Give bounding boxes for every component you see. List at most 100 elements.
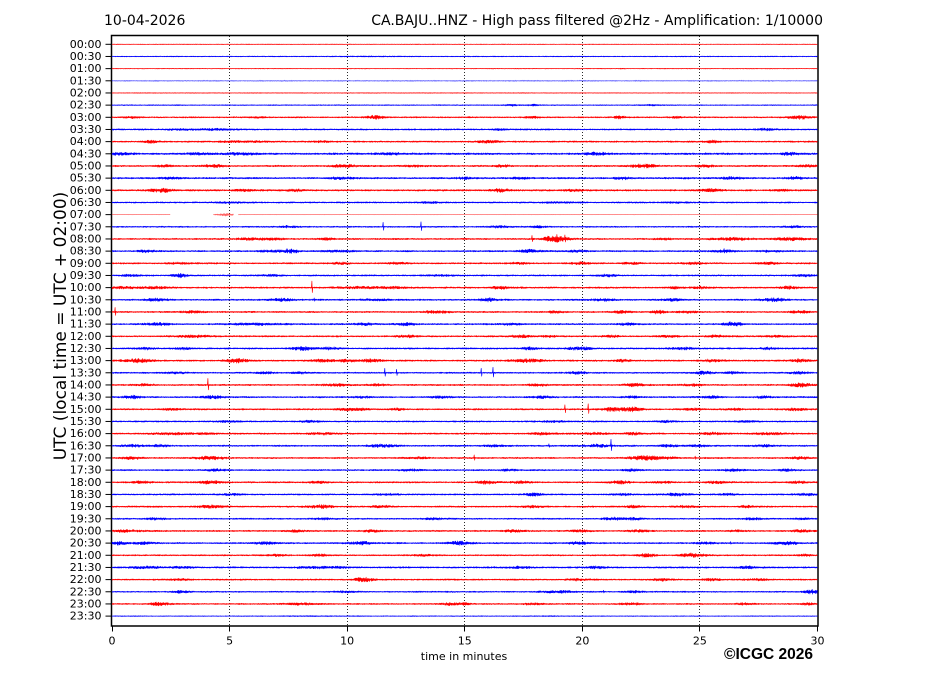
trace-19:00 <box>111 504 818 509</box>
y-tick-label: 10:00 <box>70 281 102 294</box>
y-tick-label: 20:30 <box>70 537 102 550</box>
x-tick-label: 5 <box>226 634 233 647</box>
y-tick-label: 15:30 <box>70 415 102 428</box>
trace-14:00 <box>111 378 818 391</box>
y-tick-label: 01:30 <box>70 74 102 87</box>
trace-17:30 <box>111 468 818 472</box>
trace-10:00 <box>111 280 818 293</box>
trace-02:30 <box>111 103 818 107</box>
y-tick-label: 16:30 <box>70 439 102 452</box>
x-axis-title: time in minutes <box>420 650 508 663</box>
trace-07:30 <box>111 221 818 231</box>
y-tick-label: 16:00 <box>70 427 102 440</box>
y-tick-label: 12:00 <box>70 330 102 343</box>
trace-13:30 <box>111 366 818 378</box>
y-tick-label: 03:00 <box>70 111 102 124</box>
x-tick-label: 15 <box>458 634 472 647</box>
y-tick-label: 11:30 <box>70 318 102 331</box>
x-tick-label: 10 <box>340 634 354 647</box>
y-tick-label: 20:00 <box>70 525 102 538</box>
y-tick-label: 00:30 <box>70 50 102 63</box>
y-tick-label: 02:30 <box>70 99 102 112</box>
x-tick-label: 20 <box>575 634 589 647</box>
y-tick-label: 17:00 <box>70 452 102 465</box>
trace-11:30 <box>111 321 818 327</box>
y-tick-label: 02:00 <box>70 87 102 100</box>
trace-23:30 <box>111 615 818 617</box>
copyright-label: ©ICGC 2026 <box>724 646 813 663</box>
y-tick-label: 22:00 <box>70 573 102 586</box>
y-tick-label: 05:30 <box>70 172 102 185</box>
y-tick-label: 13:00 <box>70 354 102 367</box>
y-tick-label: 08:00 <box>70 233 102 246</box>
date-title: 10-04-2026 <box>104 13 186 29</box>
y-tick-label: 07:30 <box>70 220 102 233</box>
y-tick-label: 01:00 <box>70 62 102 75</box>
trace-21:00 <box>111 552 818 558</box>
trace-15:00 <box>111 403 818 414</box>
trace-16:30 <box>111 438 818 451</box>
trace-22:30 <box>111 589 818 595</box>
trace-05:00 <box>111 163 818 169</box>
trace-14:30 <box>111 394 818 400</box>
y-axis-title: UTC (local time = UTC + 02:00) <box>51 191 71 461</box>
y-tick-label: 14:00 <box>70 379 102 392</box>
trace-23:00 <box>111 601 818 607</box>
trace-00:30 <box>111 55 818 58</box>
trace-18:30 <box>111 492 818 497</box>
trace-08:00 <box>111 234 818 243</box>
trace-07:00 <box>213 213 234 217</box>
trace-08:30 <box>111 248 818 254</box>
y-tick-label: 07:00 <box>70 208 102 221</box>
trace-09:00 <box>111 261 818 266</box>
trace-04:30 <box>111 151 818 157</box>
y-tick-label: 18:00 <box>70 476 102 489</box>
y-tick-label: 10:30 <box>70 293 102 306</box>
y-tick-label: 09:30 <box>70 269 102 282</box>
trace-01:30 <box>111 79 818 82</box>
y-tick-label: 15:00 <box>70 403 102 416</box>
trace-15:30 <box>111 419 818 424</box>
trace-21:30 <box>111 565 818 570</box>
trace-00:00 <box>111 43 818 45</box>
y-tick-label: 14:30 <box>70 391 102 404</box>
trace-17:00 <box>111 454 818 461</box>
y-tick-label: 23:30 <box>70 610 102 623</box>
trace-20:30 <box>111 540 818 546</box>
y-tick-label: 21:00 <box>70 549 102 562</box>
trace-11:00 <box>111 307 818 316</box>
trace-20:00 <box>111 528 818 533</box>
trace-22:00 <box>111 576 818 583</box>
trace-06:30 <box>111 200 818 205</box>
y-tick-label: 03:30 <box>70 123 102 136</box>
x-tick-label: 0 <box>109 634 116 647</box>
trace-12:00 <box>111 334 818 339</box>
y-tick-label: 06:30 <box>70 196 102 209</box>
trace-01:00 <box>111 67 818 70</box>
trace-09:30 <box>111 272 818 279</box>
main-title: CA.BAJU..HNZ - High pass filtered @2Hz -… <box>371 13 823 29</box>
y-tick-label: 00:00 <box>70 38 102 51</box>
y-tick-label: 18:30 <box>70 488 102 501</box>
trace-19:30 <box>111 516 818 521</box>
y-tick-label: 19:00 <box>70 500 102 513</box>
plot-frame <box>110 34 819 627</box>
trace-03:30 <box>111 127 818 132</box>
y-tick-label: 09:00 <box>70 257 102 270</box>
y-tick-label: 13:30 <box>70 366 102 379</box>
trace-06:00 <box>111 187 818 193</box>
trace-13:00 <box>111 357 818 364</box>
x-tick-label: 25 <box>693 634 707 647</box>
y-tick-label: 04:30 <box>70 147 102 160</box>
y-tick-label: 23:00 <box>70 598 102 611</box>
trace-05:30 <box>111 176 818 181</box>
y-tick-label: 05:00 <box>70 160 102 173</box>
trace-03:00 <box>111 114 818 120</box>
trace-12:30 <box>111 345 818 351</box>
y-tick-label: 06:00 <box>70 184 102 197</box>
trace-16:00 <box>111 431 818 436</box>
x-tick-label: 30 <box>811 634 825 647</box>
y-tick-label: 21:30 <box>70 561 102 574</box>
